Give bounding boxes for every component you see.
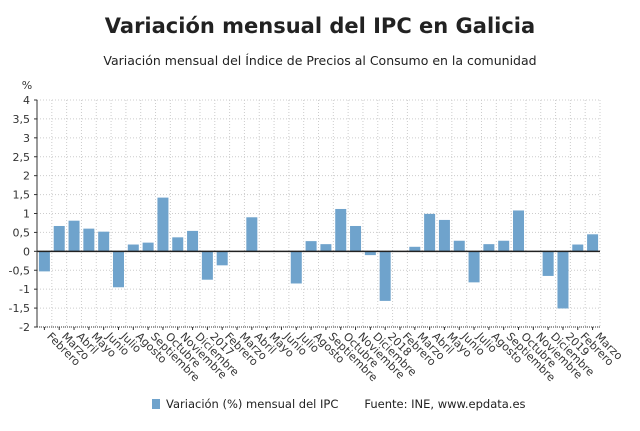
y-tick-label: 0,5 [13,226,31,239]
y-tick-label: -1 [19,283,30,296]
legend-label: Variación (%) mensual del IPC [166,397,339,411]
y-tick-label: -1,5 [9,302,30,315]
bar [216,251,228,266]
bar [587,234,599,252]
y-tick-label: -2 [19,321,30,334]
bars [38,197,599,309]
bar [350,225,362,252]
chart-title: Variación mensual del IPC en Galicia [104,14,536,38]
bar [98,231,110,252]
y-tick-label: 3,5 [13,113,31,126]
bar [68,220,80,252]
bar [557,251,569,309]
bar [468,251,480,283]
bar [142,242,154,252]
chart-subtitle: Variación mensual del Índice de Precios … [103,53,537,68]
bar [305,241,317,252]
bar [409,246,421,252]
y-tick-label: 2 [23,170,30,183]
bar [364,251,376,256]
y-tick-label: 3 [23,132,30,145]
y-tick-label: 0 [23,245,30,258]
y-tick-label: 2,5 [13,151,31,164]
bar [379,251,391,301]
bar [320,244,332,252]
bar [498,240,510,252]
bar [453,240,465,252]
grid [36,99,601,328]
y-tick-label: 1,5 [13,189,31,202]
bar [112,251,124,288]
source-text: Fuente: INE, www.epdata.es [364,397,526,411]
y-tick-label: -0,5 [9,264,30,277]
bar [542,251,554,276]
bar [335,208,347,252]
bar [246,217,258,252]
bar [83,228,95,252]
bar [201,251,213,280]
legend-swatch [152,399,160,409]
bar [53,225,65,252]
bar [483,244,495,252]
bar [438,219,450,252]
bar [424,213,436,252]
legend: Variación (%) mensual del IPC Fuente: IN… [152,397,526,411]
y-tick-label: 4 [23,94,30,107]
bar [290,251,302,284]
bar [157,197,169,252]
bar [572,244,584,252]
bar [127,244,139,252]
y-tick-label: 1 [23,208,30,221]
bar [38,251,50,272]
bar [172,237,184,252]
y-axis-unit: % [22,79,32,92]
bar [187,230,199,252]
bar [513,210,525,252]
